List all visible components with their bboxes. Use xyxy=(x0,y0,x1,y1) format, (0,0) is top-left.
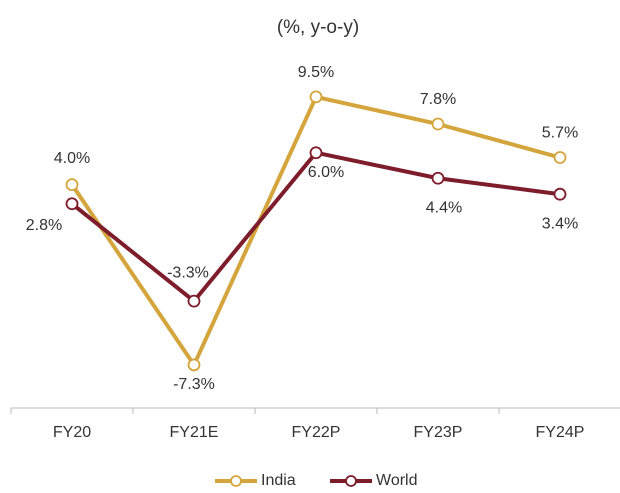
marker xyxy=(431,171,445,185)
data-label: 5.7% xyxy=(542,125,578,142)
data-label: 9.5% xyxy=(298,64,334,81)
marker xyxy=(65,178,79,192)
data-label: -3.3% xyxy=(167,264,209,281)
chart-title: (%, y-o-y) xyxy=(277,17,359,38)
x-tick-label: FY20 xyxy=(53,424,91,441)
marker xyxy=(431,117,445,131)
data-label: 4.0% xyxy=(54,150,90,167)
x-tick-label: FY24P xyxy=(536,424,585,441)
data-label: 3.4% xyxy=(542,215,578,232)
legend-marker xyxy=(230,475,242,487)
data-label: 2.8% xyxy=(26,217,62,234)
marker xyxy=(187,294,201,308)
marker xyxy=(187,358,201,372)
marker xyxy=(65,197,79,211)
data-label: -7.3% xyxy=(173,376,215,393)
marker xyxy=(553,187,567,201)
data-label: 4.4% xyxy=(426,199,462,216)
data-label: 6.0% xyxy=(308,164,344,181)
marker xyxy=(309,90,323,104)
line xyxy=(70,94,561,369)
x-tick-label: FY23P xyxy=(414,424,463,441)
legend-label: World xyxy=(376,472,418,488)
marker xyxy=(309,146,323,160)
marker xyxy=(553,151,567,164)
x-tick-label: FY21E xyxy=(170,424,219,441)
data-label: 7.8% xyxy=(420,91,456,108)
legend-label: India xyxy=(261,472,296,488)
x-tick-label: FY22P xyxy=(292,424,341,441)
legend-marker xyxy=(345,475,357,487)
